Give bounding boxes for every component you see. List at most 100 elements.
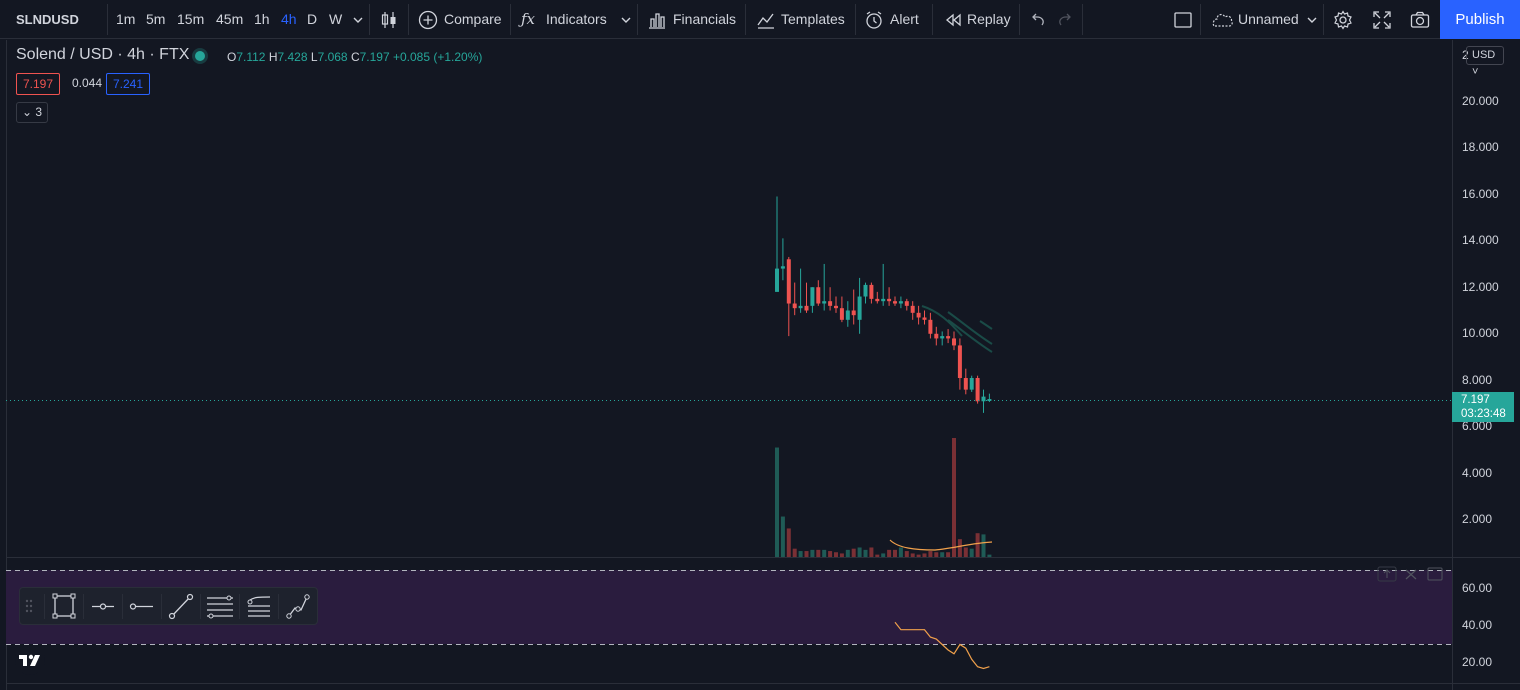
maximize-pane-icon[interactable]	[1427, 567, 1443, 581]
bar-countdown: 03:23:48	[1461, 408, 1506, 420]
divider	[932, 4, 933, 35]
arrow-up-icon	[1383, 569, 1391, 578]
volume-bar	[804, 551, 809, 557]
templates-button[interactable]: Templates	[781, 11, 845, 27]
close-pane-icon[interactable]	[1405, 569, 1417, 580]
currency-dropdown[interactable]: USD ˅	[1466, 46, 1504, 78]
tradingview-logo-icon[interactable]	[10, 644, 46, 676]
intervals-chevron-down-icon[interactable]	[351, 15, 365, 25]
interval-1m[interactable]: 1m	[116, 11, 136, 27]
layout-chevron-down-icon[interactable]	[1305, 15, 1319, 25]
volume-ma-line	[889, 539, 993, 551]
divider	[745, 4, 746, 35]
ma-line-4	[979, 320, 993, 330]
open-label: O	[227, 50, 237, 64]
interval-1h[interactable]: 1h	[254, 11, 270, 27]
sell-price-box[interactable]: 7.197	[16, 73, 61, 95]
layout-square-icon[interactable]	[1173, 10, 1193, 30]
indicators-button[interactable]: Indicators	[546, 11, 607, 27]
fib-retracement-tool-icon[interactable]	[240, 588, 278, 625]
candle-body	[816, 287, 821, 304]
candle-body	[786, 259, 791, 304]
currency-label: USD	[1472, 49, 1496, 61]
move-pane-up-icon[interactable]	[1377, 566, 1397, 582]
buy-price-box[interactable]: 7.241	[106, 73, 151, 95]
layout-name[interactable]: Unnamed	[1238, 11, 1299, 27]
candle-body	[798, 305, 803, 309]
volume-bar	[875, 554, 880, 557]
parallel-channel-tool-icon[interactable]	[201, 588, 239, 625]
interval-4h[interactable]: 4h	[281, 11, 297, 27]
volume-bar	[910, 553, 915, 557]
price-axis-label: 14.000	[1462, 233, 1499, 247]
compare-button[interactable]: Compare	[444, 11, 502, 27]
horizontal-line-tool-icon[interactable]	[123, 588, 161, 625]
undo-icon[interactable]	[1028, 10, 1048, 30]
publish-button[interactable]: Publish	[1440, 0, 1520, 39]
divider	[107, 4, 108, 35]
redo-icon[interactable]	[1055, 10, 1075, 30]
volume-bar	[969, 548, 974, 557]
indicators-chevron-down-icon[interactable]	[619, 15, 633, 25]
alert-clock-icon[interactable]	[864, 10, 884, 30]
price-chart[interactable]	[0, 40, 1520, 690]
ma-line-2	[947, 311, 993, 345]
interval-1d[interactable]: D	[307, 11, 318, 27]
moving-average-lines	[889, 305, 993, 551]
volume-bar	[834, 552, 838, 557]
candle-body	[904, 301, 909, 306]
candle-body	[969, 378, 974, 390]
candle-body	[804, 305, 809, 311]
candle-body	[898, 301, 903, 304]
interval-45m[interactable]: 45m	[216, 11, 244, 27]
high-label: H	[268, 50, 278, 64]
price-axis-label: 12.000	[1462, 280, 1499, 294]
alert-button[interactable]: Alert	[890, 11, 919, 27]
indicators-collapse-toggle[interactable]: ⌄ 3	[16, 102, 48, 123]
horizontal-ray-tool-icon[interactable]	[84, 588, 122, 625]
interval-15m[interactable]: 15m	[177, 11, 205, 27]
price-axis-label: 2.000	[1462, 512, 1493, 526]
symbol-search[interactable]: SLNDUSD	[16, 12, 79, 27]
volume-bar	[845, 549, 850, 557]
candles-chart-type-icon[interactable]	[379, 10, 399, 30]
financials-button[interactable]: Financials	[673, 11, 737, 27]
path-tool-icon[interactable]	[279, 588, 317, 625]
candle-body	[869, 284, 874, 299]
cloud-save-icon[interactable]	[1208, 10, 1236, 30]
trend-line-tool-icon[interactable]	[162, 588, 200, 625]
financials-bar-chart-icon[interactable]	[647, 10, 667, 30]
volume-bar	[981, 534, 986, 557]
replay-rewind-icon[interactable]	[943, 10, 963, 30]
volume-bar	[975, 533, 980, 557]
indicator-count: 3	[35, 105, 43, 119]
templates-icon[interactable]	[756, 10, 776, 30]
snapshot-camera-icon[interactable]	[1410, 10, 1430, 30]
compare-plus-icon[interactable]	[418, 10, 438, 30]
price-axis-label: 6.000	[1462, 419, 1493, 433]
fullscreen-icon[interactable]	[1372, 10, 1392, 30]
candle-body	[875, 298, 880, 302]
volume-bar	[839, 553, 844, 557]
candle-body	[810, 287, 815, 306]
divider	[408, 4, 409, 35]
settings-gear-icon[interactable]	[1333, 10, 1353, 30]
volume-bar	[987, 554, 992, 557]
candle-body	[839, 308, 844, 320]
drag-handle-icon[interactable]	[24, 597, 34, 615]
divider	[1019, 4, 1020, 35]
price-axis-label: 8.000	[1462, 373, 1493, 387]
top-toolbar: SLNDUSD 1m 5m 15m 45m 1h 4h D W Compare …	[0, 0, 1520, 39]
ma-line-1	[921, 305, 963, 337]
legend-symbol-title[interactable]: Solend / USD · 4h · FTX	[16, 46, 190, 63]
indicators-fx-icon[interactable]: ƒx	[521, 10, 536, 28]
candle-body	[780, 266, 785, 269]
last-price-tag: 7.197 03:23:48	[1452, 392, 1514, 422]
volume-bar	[869, 547, 874, 557]
rectangle-tool-icon[interactable]	[45, 588, 83, 625]
interval-5m[interactable]: 5m	[146, 11, 166, 27]
market-open-status-icon	[195, 51, 205, 61]
change-value: +0.085 (+1.20%)	[392, 50, 483, 64]
replay-button[interactable]: Replay	[967, 11, 1011, 27]
interval-1w[interactable]: W	[329, 11, 343, 27]
